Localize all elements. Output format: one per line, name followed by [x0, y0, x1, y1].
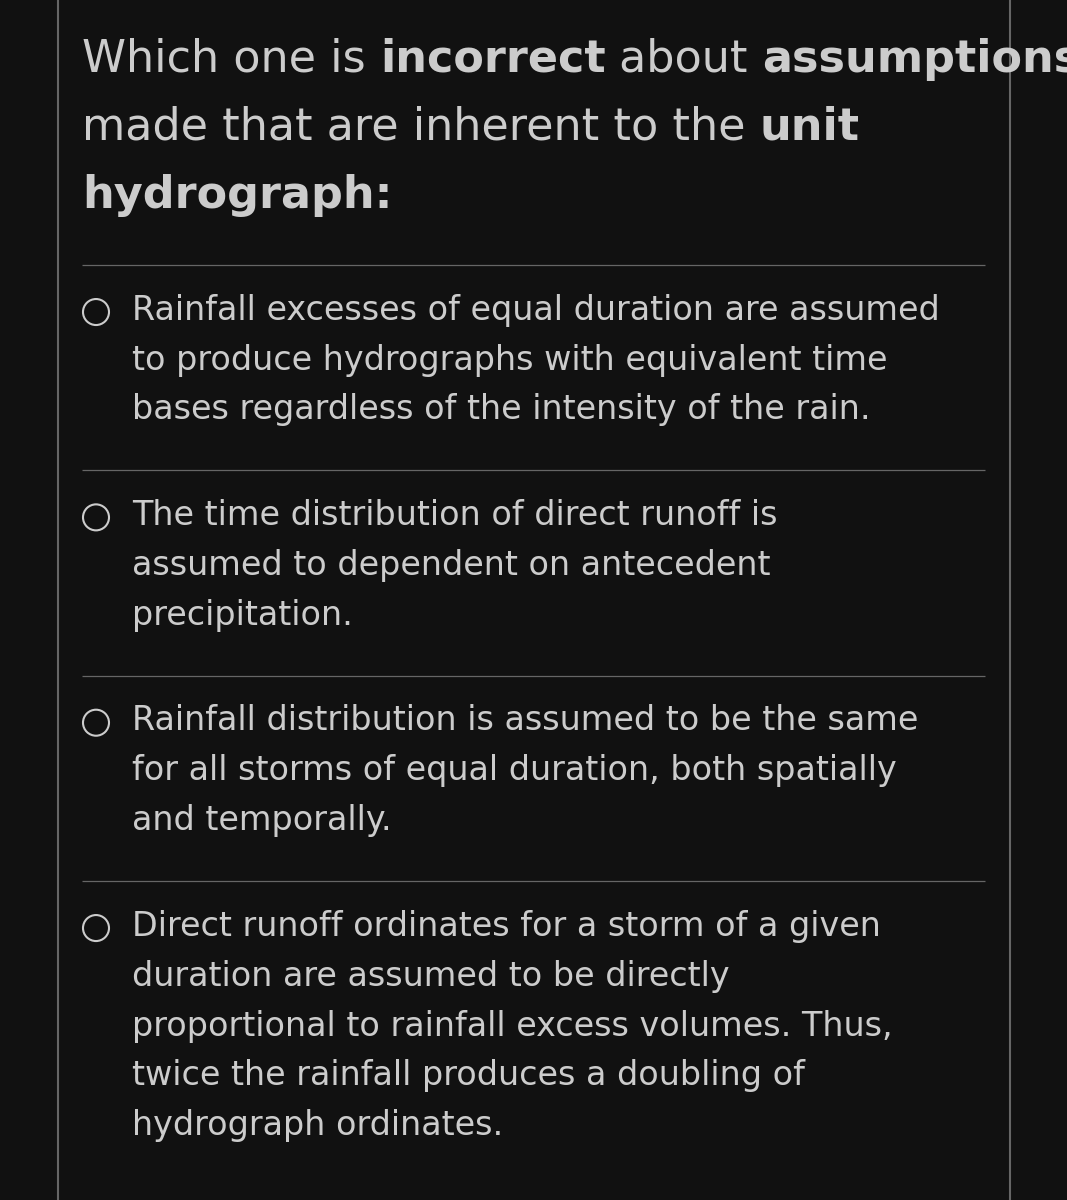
Text: Direct runoff ordinates for a storm of a given
duration are assumed to be direct: Direct runoff ordinates for a storm of a… — [132, 910, 893, 1142]
Text: Rainfall excesses of equal duration are assumed
to produce hydrographs with equi: Rainfall excesses of equal duration are … — [132, 294, 940, 426]
Text: hydrograph:: hydrograph: — [82, 174, 393, 217]
Text: about: about — [605, 38, 762, 80]
Text: The time distribution of direct runoff is
assumed to dependent on antecedent
pre: The time distribution of direct runoff i… — [132, 499, 778, 632]
Text: made that are inherent to the: made that are inherent to the — [82, 106, 760, 149]
Text: Rainfall distribution is assumed to be the same
for all storms of equal duration: Rainfall distribution is assumed to be t… — [132, 704, 919, 838]
Text: assumptions: assumptions — [762, 38, 1067, 80]
Text: unit: unit — [760, 106, 860, 149]
Text: Which one is: Which one is — [82, 38, 380, 80]
Text: incorrect: incorrect — [380, 38, 605, 80]
